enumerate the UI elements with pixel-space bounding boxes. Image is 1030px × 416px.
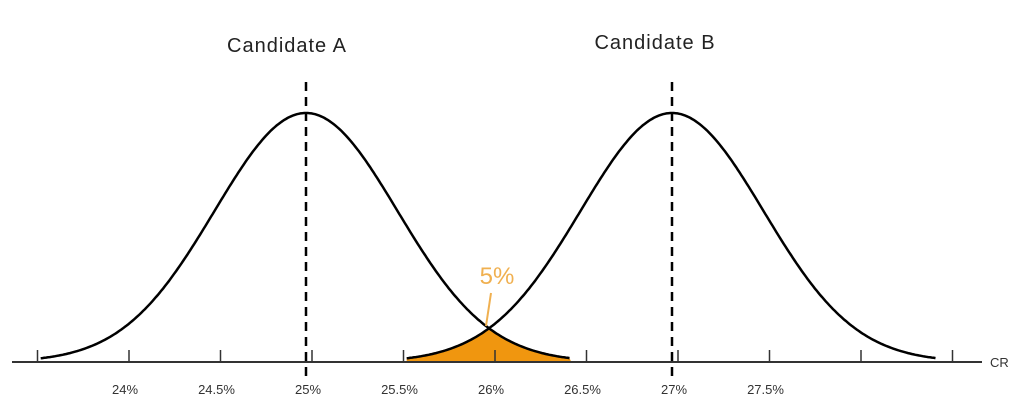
x-tick-label: 25.5%	[381, 382, 418, 397]
annotation-pointer	[485, 292, 492, 327]
x-tick-label: 27.5%	[747, 382, 784, 397]
series-title-candidate-a: Candidate A	[227, 35, 347, 57]
x-tick-label: 24%	[112, 382, 138, 397]
x-tick-label: 27%	[661, 382, 687, 397]
overlap-annotation: 5%	[480, 263, 515, 290]
x-tick-label: 26%	[478, 382, 504, 397]
x-tick-label: 26.5%	[564, 382, 601, 397]
x-tick-label: 24.5%	[198, 382, 235, 397]
x-tick-label: 25%	[295, 382, 321, 397]
x-axis-label: CR	[990, 355, 1009, 370]
overlap-area	[406, 328, 572, 362]
series-title-candidate-b: Candidate B	[594, 32, 715, 54]
